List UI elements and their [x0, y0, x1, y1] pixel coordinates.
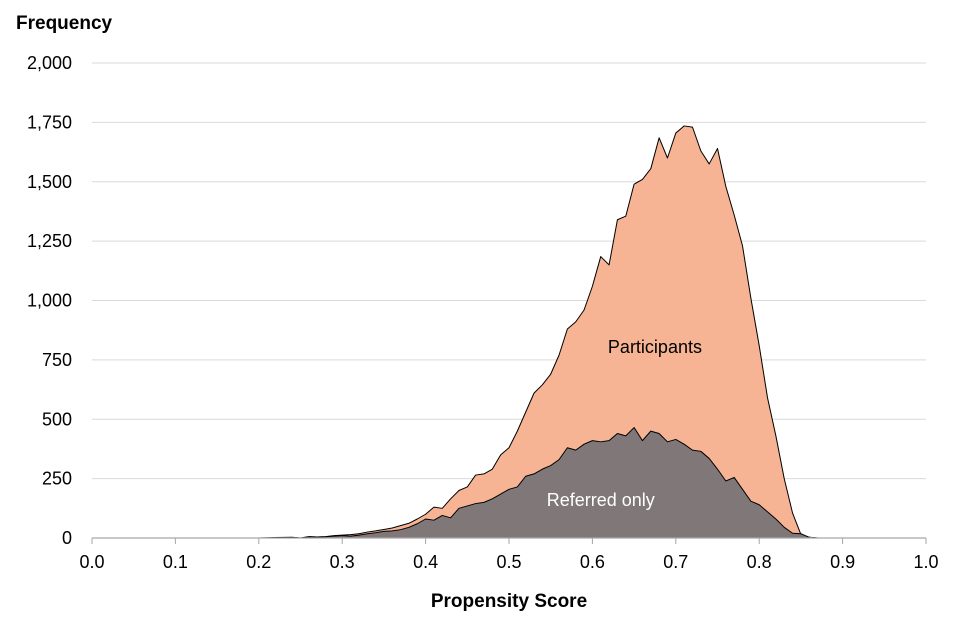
area-series	[258, 125, 819, 539]
y-tick-label: 0	[62, 528, 72, 548]
x-tick-label: 0.7	[663, 552, 688, 572]
y-tick-label: 250	[42, 469, 72, 489]
series-labels: Participants Referred only	[547, 337, 702, 510]
y-axis-ticks: 0 250 500 750 1,000 1,250 1,500 1,750 2,000	[27, 53, 72, 548]
grid-lines	[92, 62, 926, 480]
series-label-participants: Participants	[608, 337, 702, 357]
y-tick-label: 1,750	[27, 112, 72, 132]
x-tick-label: 0.1	[163, 552, 188, 572]
x-tick-label: 0.0	[79, 552, 104, 572]
x-tick-label: 1.0	[913, 552, 938, 572]
y-tick-label: 2,000	[27, 53, 72, 73]
x-tick-label: 0.2	[246, 552, 271, 572]
x-tick-label: 0.4	[413, 552, 438, 572]
area-participants	[258, 125, 819, 539]
y-tick-label: 1,000	[27, 291, 72, 311]
y-tick-label: 1,250	[27, 231, 72, 251]
x-tick-label: 0.8	[747, 552, 772, 572]
y-tick-label: 500	[42, 409, 72, 429]
y-tick-label: 750	[42, 350, 72, 370]
x-tick-label: 0.3	[330, 552, 355, 572]
x-tick-label: 0.9	[830, 552, 855, 572]
x-axis-title: Propensity Score	[431, 591, 587, 612]
x-tick-label: 0.6	[580, 552, 605, 572]
y-tick-label: 1,500	[27, 172, 72, 192]
area-referred-only	[258, 427, 819, 539]
y-axis-title: Frequency	[16, 13, 113, 34]
x-axis-ticks: 0.0 0.1 0.2 0.3 0.4 0.5 0.6 0.7 0.8 0.9 1.0	[79, 538, 939, 572]
series-label-referred-only: Referred only	[547, 490, 655, 510]
x-tick-label: 0.5	[496, 552, 521, 572]
